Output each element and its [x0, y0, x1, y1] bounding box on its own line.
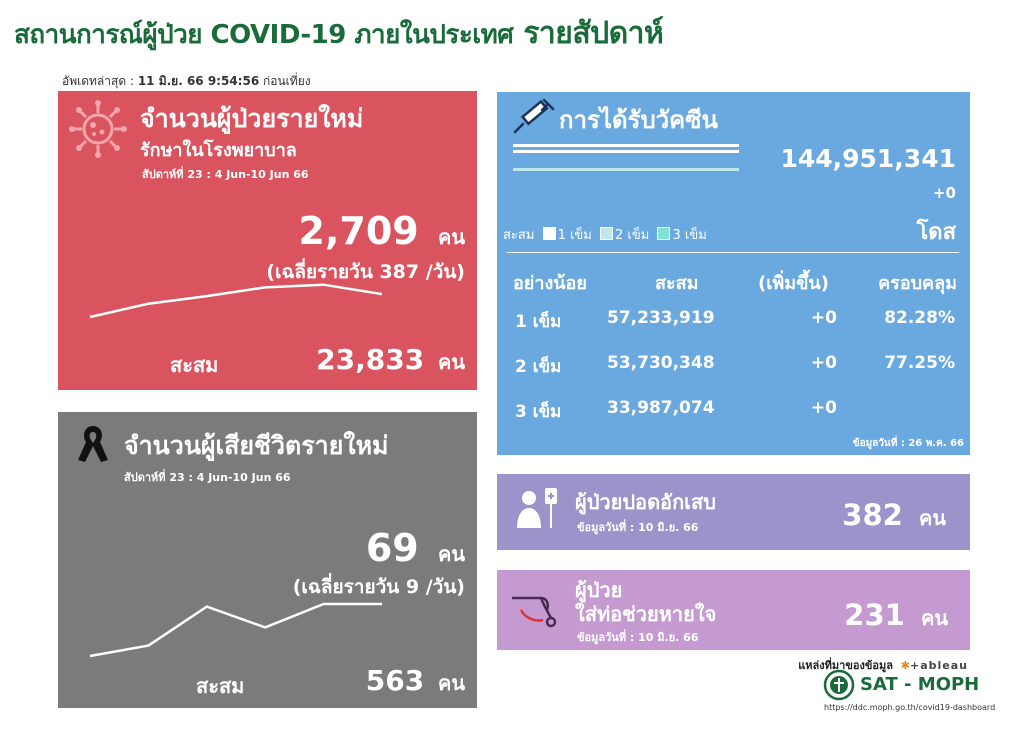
last-updated-value: 11 มิ.ย. 66 9:54:56 [137, 74, 260, 88]
page-title-emphasis: รายสัปดาห์ [523, 16, 664, 51]
pneumonia-title: ผู้ป่วยปอดอักเสบ [575, 490, 716, 514]
last-updated-label: อัพเดทล่าสุด : [62, 74, 134, 88]
ventilator-data-date: ข้อมูลวันที่ : 10 มิ.ย. 66 [577, 631, 699, 644]
page-title: สถานการณ์ผู้ป่วย COVID-19 ภายในประเทศ ราย… [14, 10, 664, 57]
row-cumulative: 57,233,919 [607, 308, 715, 328]
breathing-tube-icon [511, 596, 557, 628]
pneumonia-unit: คน [918, 506, 946, 530]
deaths-trend-line [89, 602, 382, 658]
legend-dose3: 3 เข็ม [672, 228, 707, 243]
deaths-cumulative-label: สะสม [196, 674, 245, 698]
row-dose: 2 เข็ม [515, 357, 562, 377]
vaccine-table-header: อย่างน้อย สะสม (เพิ่มขึ้น) ครอบคลุม [513, 268, 957, 308]
new-cases-value-row: 2,709 คน [299, 209, 466, 253]
legend-dose1: 1 เข็ม [557, 228, 592, 243]
vaccine-unit: โดส [916, 220, 956, 245]
legend-swatch-dose3 [657, 227, 671, 240]
deaths-title: จำนวนผู้เสียชีวิตรายใหม่ [124, 431, 389, 460]
new-cases-unit: คน [437, 225, 465, 249]
new-cases-cumulative-unit: คน [437, 350, 465, 374]
vaccine-legend: สะสม 1 เข็ม 2 เข็ม 3 เข็ม [503, 224, 707, 245]
vaccine-bar-dose2 [513, 150, 739, 153]
new-cases-week: สัปดาห์ที่ 23 : 4 Jun-10 Jun 66 [142, 168, 309, 181]
row-coverage: 82.28% [884, 308, 955, 328]
row-cumulative: 53,730,348 [607, 353, 715, 373]
ventilator-panel[interactable]: ผู้ป่วย ใส่ท่อช่วยหายใจ ข้อมูลวันที่ : 1… [497, 570, 970, 650]
pneumonia-value: 382 [842, 498, 903, 532]
row-cumulative: 33,987,074 [607, 398, 715, 418]
row-coverage: 77.25% [884, 353, 955, 373]
table-row: 1 เข็ม 57,233,919 +0 82.28% [513, 308, 957, 353]
new-cases-value: 2,709 [298, 209, 419, 253]
last-updated: อัพเดทล่าสุด : 11 มิ.ย. 66 9:54:56 ก่อนเ… [62, 72, 311, 91]
tableau-logo-icon: ✱ [900, 659, 910, 672]
vaccine-table: อย่างน้อย สะสม (เพิ่มขึ้น) ครอบคลุม 1 เข… [513, 268, 957, 443]
new-cases-cumulative-label: สะสม [170, 353, 219, 377]
deaths-unit: คน [437, 542, 465, 566]
footer-source-label: แหล่งที่มาของข้อมูล [798, 659, 893, 672]
deaths-week: สัปดาห์ที่ 23 : 4 Jun-10 Jun 66 [124, 471, 291, 484]
new-cases-trend-chart [89, 283, 383, 319]
ribbon-icon [78, 426, 108, 462]
ventilator-value-row: 231 คน [844, 598, 948, 634]
new-cases-trend-line [89, 283, 383, 319]
row-dose: 1 เข็ม [515, 312, 562, 332]
ventilator-unit: คน [920, 606, 948, 630]
legend-swatch-dose2 [600, 227, 614, 240]
deaths-daily-avg: (เฉลี่ยรายวัน 9 /วัน) [292, 576, 465, 598]
header-increase: (เพิ่มขึ้น) [758, 273, 829, 294]
row-increase: +0 [810, 308, 837, 328]
footer-brand: SAT - MOPH [860, 674, 980, 695]
row-increase: +0 [810, 353, 837, 373]
last-updated-suffix: ก่อนเที่ยง [263, 74, 311, 88]
deaths-cumulative-unit: คน [437, 671, 465, 695]
table-row: 2 เข็ม 53,730,348 +0 77.25% [513, 353, 957, 398]
row-dose: 3 เข็ม [515, 402, 562, 422]
deaths-cumulative-row: 563 คน [366, 664, 465, 699]
deaths-trend-chart [89, 602, 382, 658]
vaccine-bar-dose3 [513, 168, 739, 171]
patient-iv-icon [517, 488, 557, 528]
vaccine-title: การได้รับวัคซีน [559, 106, 718, 134]
deaths-value-row: 69 คน [366, 526, 465, 570]
legend-swatch-dose1 [542, 227, 556, 240]
vaccine-bar-dose1 [513, 144, 739, 147]
table-row: 3 เข็ม 33,987,074 +0 [513, 398, 957, 443]
pneumonia-data-date: ข้อมูลวันที่ : 10 มิ.ย. 66 [577, 521, 699, 534]
vaccine-panel[interactable]: การได้รับวัคซีน 144,951,341 +0 โดส สะสม … [497, 92, 970, 455]
vaccine-divider [507, 252, 959, 253]
ventilator-title-line2: ใส่ท่อช่วยหายใจ [575, 602, 717, 626]
footer-source: แหล่งที่มาของข้อมูล ✱+ableau [798, 656, 968, 674]
deaths-panel[interactable]: จำนวนผู้เสียชีวิตรายใหม่ สัปดาห์ที่ 23 :… [58, 412, 477, 708]
row-increase: +0 [810, 398, 837, 418]
virus-icon [69, 100, 127, 158]
new-cases-title: จำนวนผู้ป่วยรายใหม่ [140, 104, 364, 133]
moph-seal-icon [823, 669, 855, 701]
deaths-value: 69 [365, 526, 419, 570]
header-coverage: ครอบคลุม [878, 273, 957, 294]
header-at-least: อย่างน้อย [513, 273, 587, 294]
pneumonia-value-row: 382 คน [842, 498, 946, 534]
vaccine-legend-label: สะสม [503, 228, 535, 243]
new-cases-daily-avg: (เฉลี่ยรายวัน 387 /วัน) [266, 261, 465, 283]
ventilator-title-line1: ผู้ป่วย [575, 578, 623, 602]
new-cases-subtitle: รักษาในโรงพยาบาล [140, 140, 297, 161]
syringe-icon [513, 98, 555, 134]
header-cumulative: สะสม [655, 273, 699, 294]
vaccine-total: 144,951,341 [780, 144, 956, 173]
new-cases-cumulative-value: 23,833 [316, 343, 425, 376]
deaths-cumulative-value: 563 [365, 664, 425, 697]
ventilator-value: 231 [844, 598, 905, 632]
pneumonia-panel[interactable]: ผู้ป่วยปอดอักเสบ ข้อมูลวันที่ : 10 มิ.ย.… [497, 474, 970, 550]
footer-tableau: +ableau [910, 659, 968, 672]
legend-dose2: 2 เข็ม [615, 228, 650, 243]
vaccine-data-date: ข้อมูลวันที่ : 26 พ.ค. 66 [852, 438, 964, 449]
new-cases-panel[interactable]: จำนวนผู้ป่วยรายใหม่ รักษาในโรงพยาบาล สัป… [58, 91, 477, 390]
new-cases-cumulative-row: 23,833 คน [316, 343, 465, 378]
vaccine-increase: +0 [932, 184, 956, 202]
page-title-main: สถานการณ์ผู้ป่วย COVID-19 ภายในประเทศ [14, 20, 514, 50]
footer-url[interactable]: https://ddc.moph.go.th/covid19-dashboard [824, 703, 996, 712]
